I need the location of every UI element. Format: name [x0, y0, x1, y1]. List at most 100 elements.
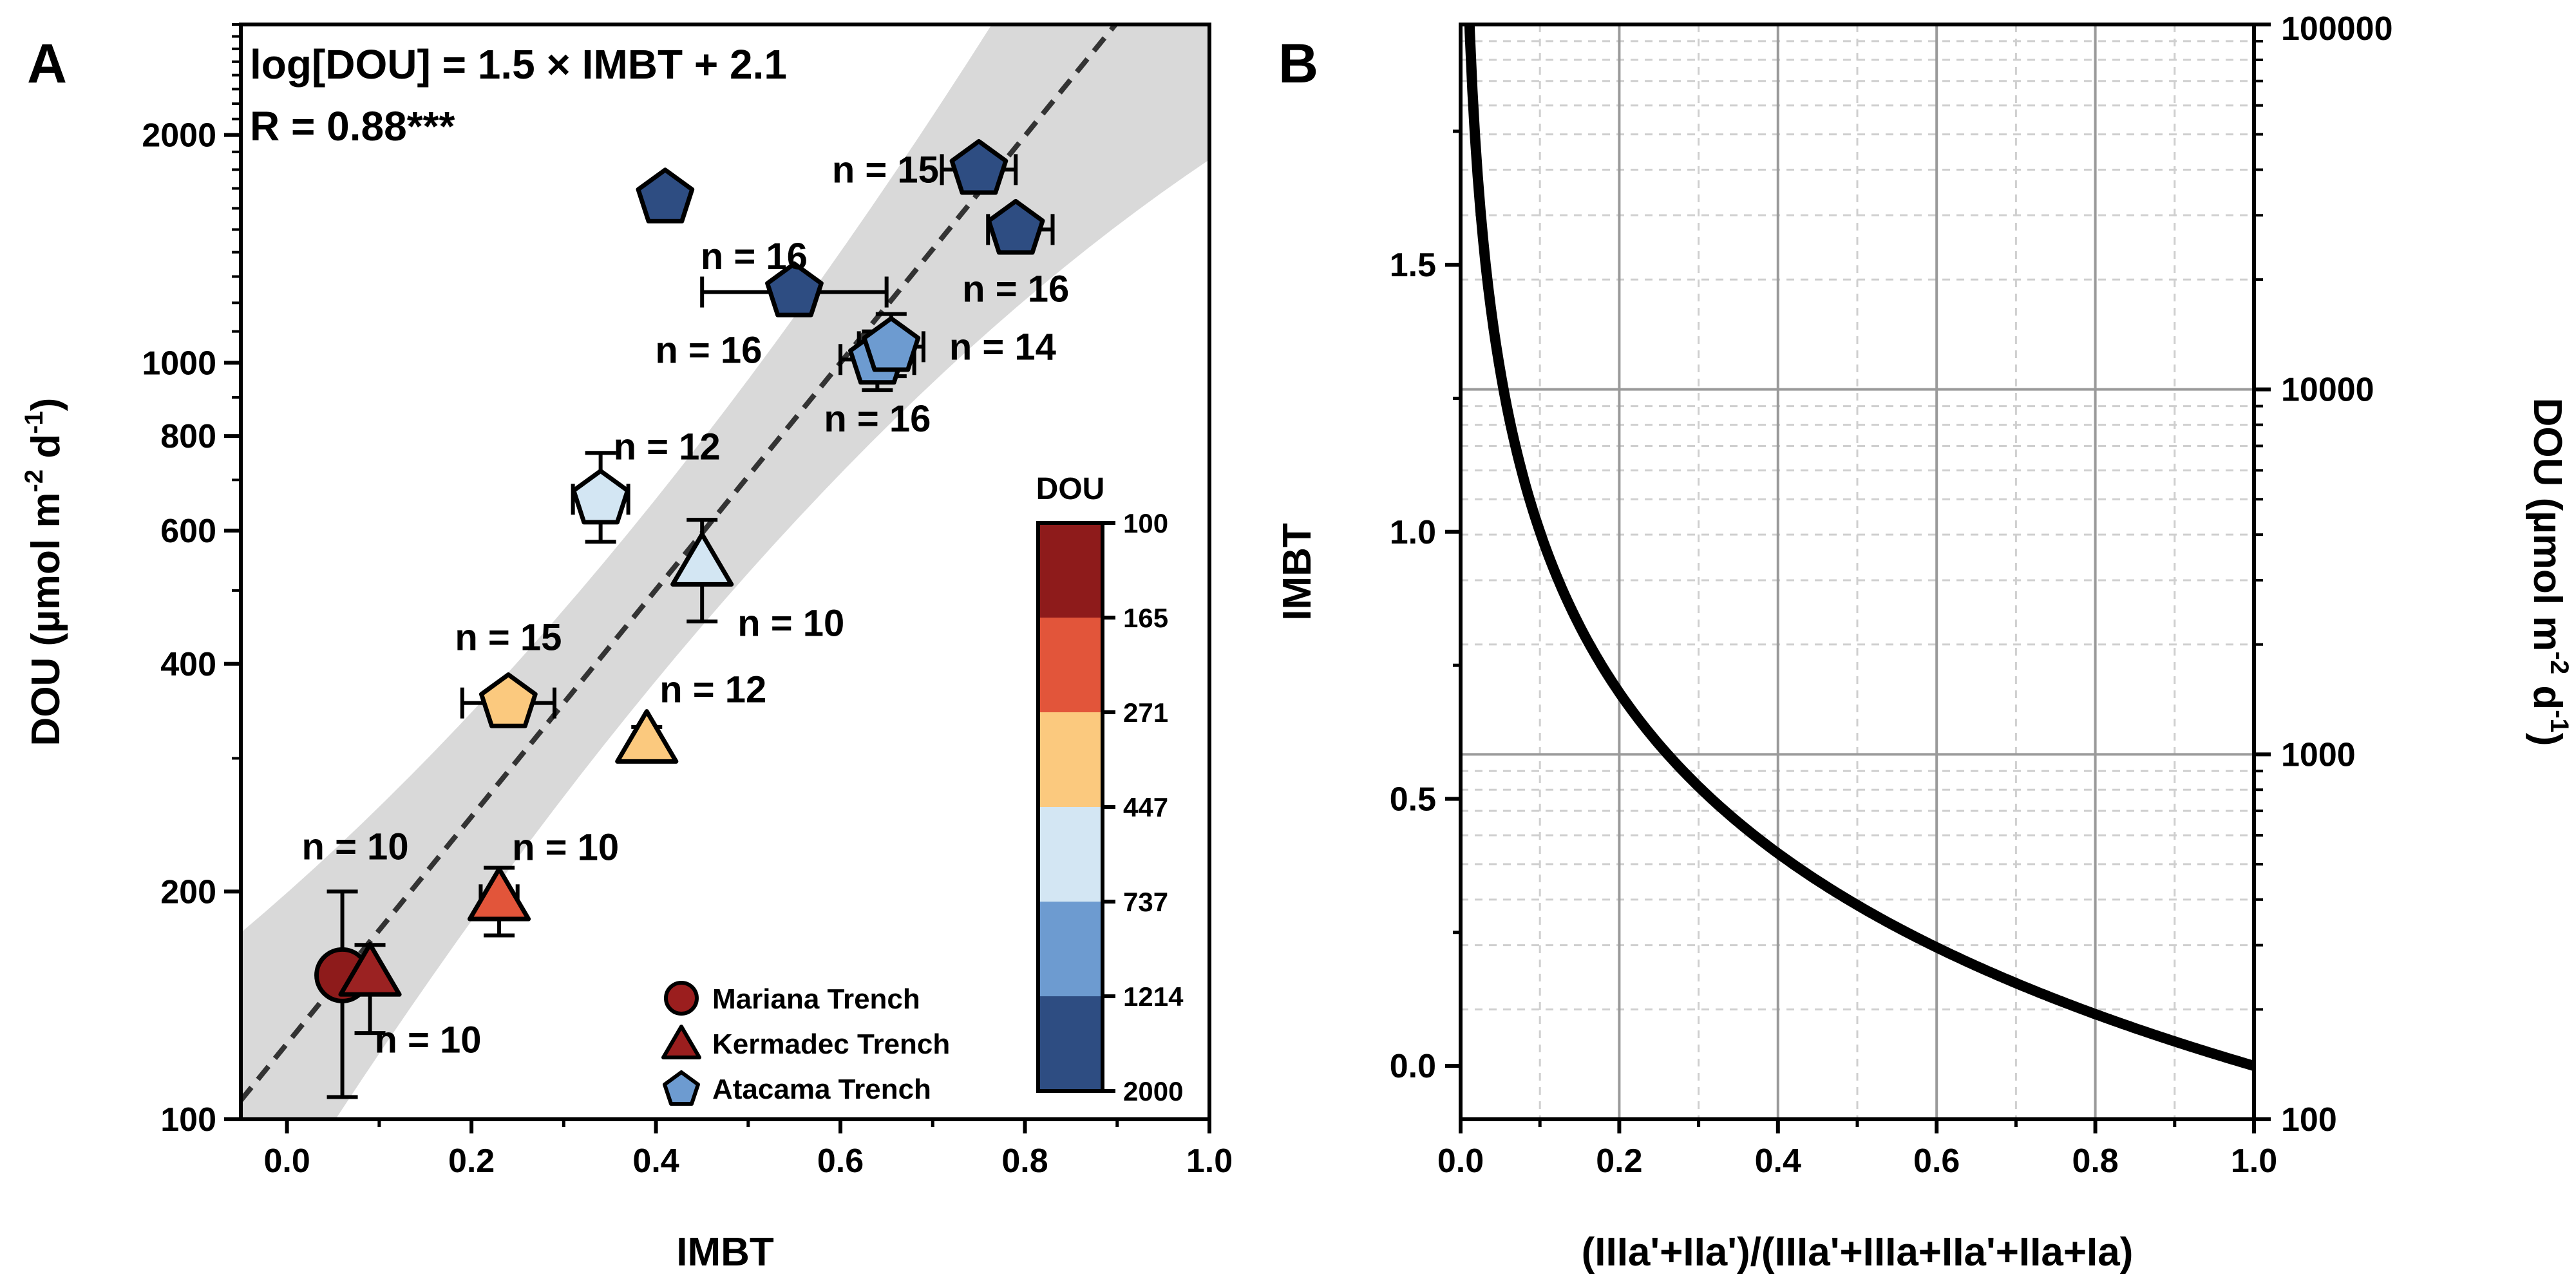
colorbar-segment [1038, 523, 1103, 618]
colorbar-tick-label: 271 [1123, 697, 1168, 728]
sample-size-label: n = 12 [614, 426, 721, 468]
colorbar-tick-label: 1214 [1123, 981, 1184, 1012]
legend-pentagon-marker [663, 1070, 700, 1106]
legend-circle-marker [664, 981, 699, 1016]
y-label-a-part3: ) [24, 398, 68, 412]
y-axis-label-a: DOU (µmol m-2 d-1) [20, 398, 68, 746]
sample-size-label: n = 10 [302, 826, 409, 867]
legend-item-kermadec: Kermadec Trench [661, 1025, 950, 1060]
y2-label-b-sup1: -2 [2545, 652, 2573, 675]
y2-label-b-part3: ) [2525, 733, 2570, 746]
colorbar-segment [1038, 996, 1103, 1092]
sample-size-label: n = 16 [824, 398, 931, 440]
data-point-kermadec [338, 942, 402, 997]
data-point-kermadec [615, 709, 679, 764]
sample-size-label: n = 15 [832, 149, 939, 191]
colorbar-segment [1038, 712, 1103, 808]
y-tick-label-a: 2000 [142, 117, 216, 155]
colorbar-tick-label: 2000 [1123, 1076, 1183, 1106]
y-tick-label-b: 1.5 [1390, 247, 1436, 284]
y-label-a-part1: DOU (µmol m [24, 492, 68, 746]
y-label-a-sup1: -2 [20, 469, 48, 493]
x-tick-label-b: 0.2 [1596, 1142, 1642, 1180]
y-tick-label-a: 200 [160, 873, 216, 911]
y-tick-label-b: 1.0 [1390, 514, 1436, 551]
data-point-atacama [765, 261, 824, 317]
sample-size-label: n = 16 [655, 330, 762, 372]
legend: Mariana Trench Kermadec Trench Atacama T… [661, 981, 950, 1106]
imbt-curve [1464, 24, 2254, 1072]
y2-tick-label-b: 10000 [2281, 372, 2374, 409]
y-tick-label-b: 0.5 [1390, 781, 1436, 818]
colorbar-tick-label: 447 [1123, 792, 1168, 822]
x-tick-label-a: 0.8 [1001, 1142, 1048, 1180]
colorbar: DOU 100 165 271 447 737 1214 2000 [1036, 472, 1184, 1106]
panel-label-b: B [1278, 33, 1318, 95]
regression-equation: log[DOU] = 1.5 × IMBT + 2.1 [250, 41, 787, 88]
y-label-a-sup2: -1 [20, 411, 48, 434]
y-tick-label-a: 400 [160, 646, 216, 683]
data-point-atacama [479, 672, 538, 728]
x-tick-label-a: 0.4 [632, 1142, 679, 1180]
legend-item-atacama: Atacama Trench [663, 1070, 931, 1106]
legend-label-kermadec: Kermadec Trench [712, 1028, 950, 1060]
plot-frame-a [239, 23, 1211, 1121]
sample-size-label: n = 10 [737, 603, 844, 645]
y-axis-label-b: IMBT [1275, 523, 1320, 621]
y2-label-b-part1: DOU (µmol m [2525, 398, 2570, 652]
y-label-a-part2: d [24, 434, 68, 469]
y-tick-label-b: 0.0 [1390, 1048, 1436, 1085]
data-point-atacama [986, 198, 1045, 255]
x-tick-label-a: 0.6 [817, 1142, 864, 1180]
panel-b: 0.0 0.2 0.4 0.6 0.8 1.0 0.0 0.5 1.0 1.5 100 1000 1… [1275, 10, 2573, 1274]
colorbar-tick-label: 737 [1123, 887, 1168, 917]
regression-line [241, 24, 1119, 1103]
legend-label-atacama: Atacama Trench [712, 1074, 931, 1105]
y-tick-label-a: 600 [160, 513, 216, 550]
x-tick-label-b: 0.6 [1913, 1142, 1960, 1180]
plot-frame-b [1459, 23, 2256, 1121]
colorbar-tick-label: 165 [1123, 603, 1168, 633]
sample-size-label: n = 15 [455, 617, 562, 659]
legend-item-mariana: Mariana Trench [664, 981, 920, 1016]
sample-size-label: n = 10 [375, 1019, 482, 1061]
x-tick-label-a: 0.2 [448, 1142, 495, 1180]
y2-label-b-sup2: -1 [2545, 710, 2573, 733]
colorbar-segment [1038, 618, 1103, 713]
sample-size-label: n = 16 [701, 236, 808, 278]
data-point-atacama [636, 167, 695, 223]
colorbar-segment [1038, 807, 1103, 902]
sample-size-label: n = 14 [949, 326, 1056, 368]
data-point-atacama [949, 138, 1009, 195]
data-point-atacama [862, 316, 921, 372]
data-point-atacama [571, 468, 630, 525]
data-point-kermadec [670, 532, 734, 587]
x-axis-label-b: (IIIa'+IIa')/(IIIa'+IIIa+IIa'+IIa+Ia) [1582, 1230, 2134, 1274]
colorbar-title: DOU [1036, 472, 1105, 506]
data-point-kermadec [467, 866, 531, 922]
x-tick-label-b: 0.0 [1437, 1142, 1484, 1180]
correlation-coefficient: R = 0.88*** [250, 103, 455, 149]
y-tick-label-a: 100 [160, 1101, 216, 1139]
panel-label-a: A [27, 33, 67, 95]
legend-triangle-marker [661, 1025, 701, 1059]
colorbar-tick-label: 100 [1123, 508, 1168, 538]
colorbar-segment [1038, 902, 1103, 997]
y2-tick-label-b: 100000 [2281, 10, 2393, 48]
y2-axis-label-b: DOU (µmol m-2 d-1) [2525, 398, 2573, 746]
sample-size-label: n = 12 [659, 669, 766, 711]
sample-size-label: n = 10 [512, 826, 619, 868]
x-tick-label-b: 0.4 [1755, 1142, 1801, 1180]
y-tick-label-a: 800 [160, 418, 216, 455]
y2-label-b-part2: d [2525, 674, 2570, 710]
x-axis-label-a: IMBT [676, 1230, 774, 1274]
x-tick-label-b: 1.0 [2231, 1142, 2277, 1180]
x-tick-label-a: 1.0 [1186, 1142, 1233, 1180]
y2-tick-label-b: 1000 [2281, 736, 2356, 773]
sample-size-label: n = 16 [962, 268, 1069, 310]
y2-tick-label-b: 100 [2281, 1101, 2337, 1139]
legend-label-mariana: Mariana Trench [712, 983, 920, 1015]
x-tick-label-a: 0.0 [263, 1142, 310, 1180]
panel-a: n = 10 n = 10 n = 10 n = 15 n = 12 n = 10 n = … [20, 23, 1233, 1274]
